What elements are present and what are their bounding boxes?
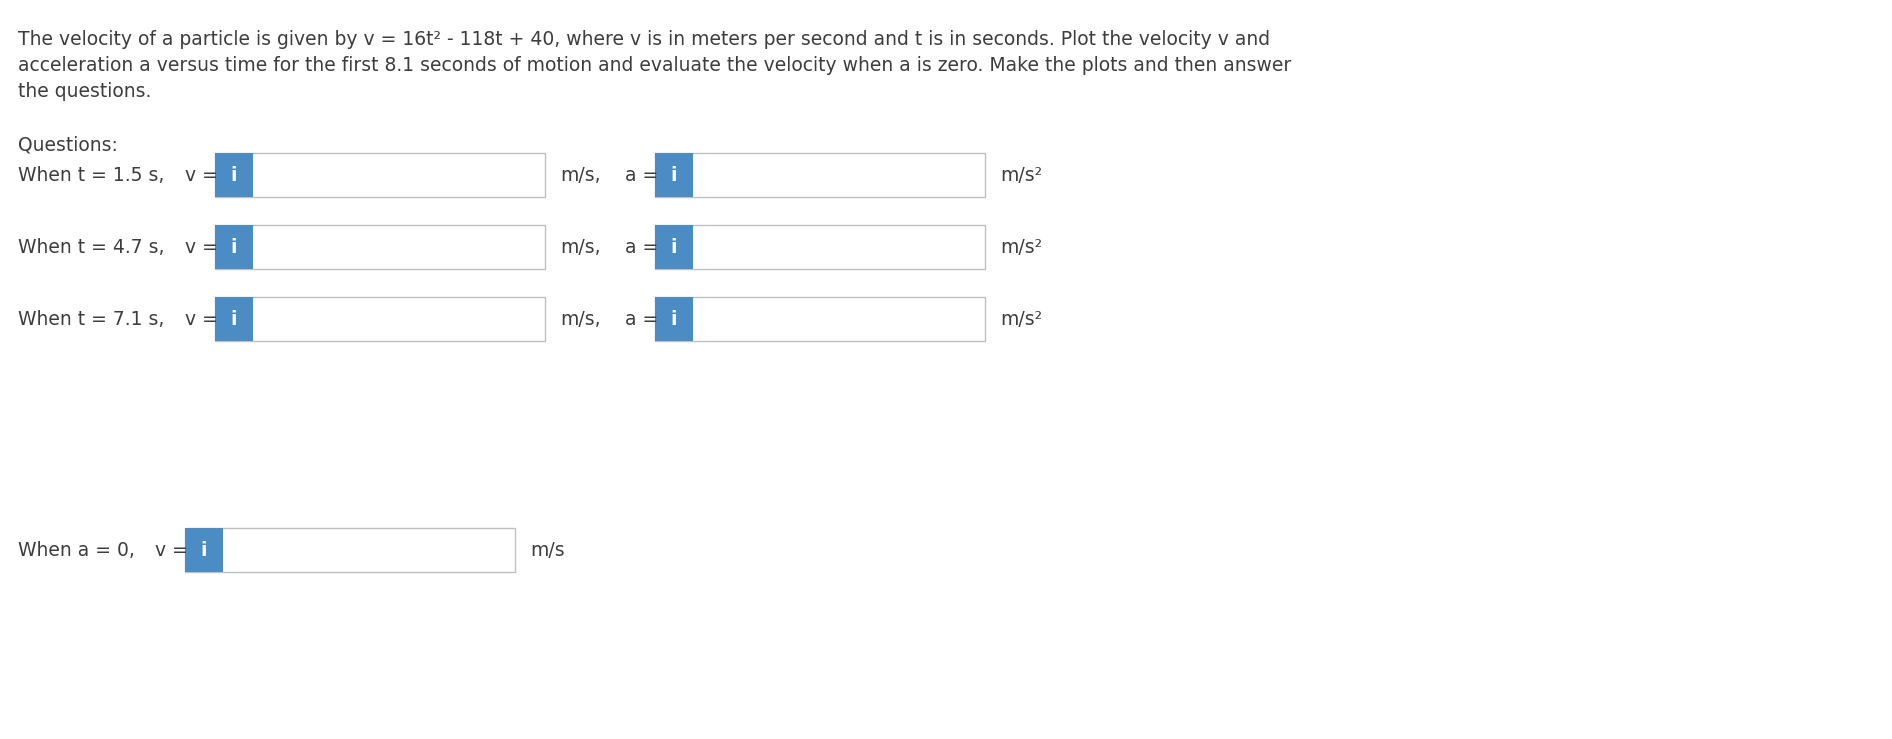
- FancyBboxPatch shape: [185, 528, 223, 572]
- Text: m/s,: m/s,: [560, 166, 600, 185]
- Text: v =: v =: [185, 237, 218, 256]
- FancyBboxPatch shape: [655, 225, 692, 269]
- FancyBboxPatch shape: [655, 153, 986, 197]
- Text: i: i: [672, 166, 677, 185]
- Text: v =: v =: [155, 540, 187, 559]
- Text: v =: v =: [185, 166, 218, 185]
- Text: i: i: [672, 237, 677, 256]
- Text: m/s: m/s: [530, 540, 564, 559]
- FancyBboxPatch shape: [216, 153, 545, 197]
- Text: When t = 1.5 s,: When t = 1.5 s,: [19, 166, 165, 185]
- Text: When a = 0,: When a = 0,: [19, 540, 134, 559]
- Text: The velocity of a particle is given by v = 16t² - 118t + 40, where v is in meter: The velocity of a particle is given by v…: [19, 30, 1270, 49]
- FancyBboxPatch shape: [655, 297, 986, 341]
- FancyBboxPatch shape: [185, 528, 515, 572]
- FancyBboxPatch shape: [216, 225, 545, 269]
- Text: m/s²: m/s²: [1001, 166, 1042, 185]
- Text: acceleration a versus time for the first 8.1 seconds of motion and evaluate the : acceleration a versus time for the first…: [19, 56, 1290, 75]
- Text: When t = 7.1 s,: When t = 7.1 s,: [19, 310, 165, 329]
- FancyBboxPatch shape: [655, 153, 692, 197]
- Text: When t = 4.7 s,: When t = 4.7 s,: [19, 237, 165, 256]
- Text: Questions:: Questions:: [19, 135, 117, 154]
- FancyBboxPatch shape: [655, 297, 692, 341]
- Text: i: i: [672, 310, 677, 329]
- Text: m/s,: m/s,: [560, 237, 600, 256]
- Text: a =: a =: [624, 237, 658, 256]
- FancyBboxPatch shape: [216, 297, 545, 341]
- Text: i: i: [231, 310, 236, 329]
- Text: m/s,: m/s,: [560, 310, 600, 329]
- FancyBboxPatch shape: [216, 297, 254, 341]
- FancyBboxPatch shape: [655, 225, 986, 269]
- Text: the questions.: the questions.: [19, 82, 151, 101]
- FancyBboxPatch shape: [216, 153, 254, 197]
- Text: m/s²: m/s²: [1001, 310, 1042, 329]
- Text: m/s²: m/s²: [1001, 237, 1042, 256]
- Text: i: i: [231, 166, 236, 185]
- Text: v =: v =: [185, 310, 218, 329]
- FancyBboxPatch shape: [216, 225, 254, 269]
- Text: i: i: [201, 540, 208, 559]
- Text: a =: a =: [624, 166, 658, 185]
- Text: a =: a =: [624, 310, 658, 329]
- Text: i: i: [231, 237, 236, 256]
